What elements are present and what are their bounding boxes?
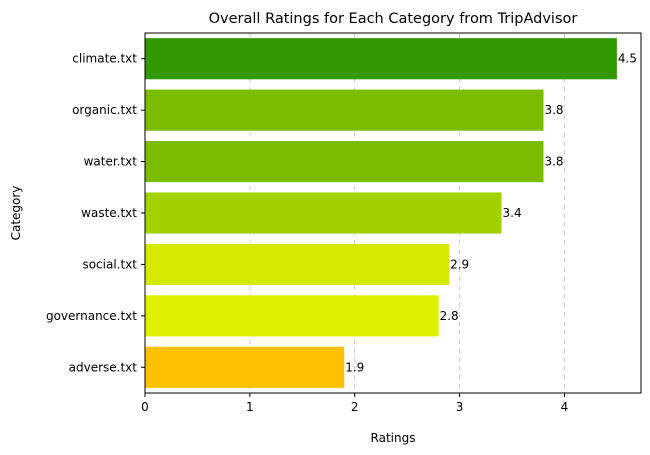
data-label: 3.4 — [503, 206, 522, 220]
bar-governance — [145, 295, 439, 337]
bar-organic — [145, 89, 544, 131]
data-label: 3.8 — [544, 103, 563, 117]
bar-water — [145, 141, 544, 183]
bar-waste — [145, 192, 502, 234]
x-tick-label: 2 — [351, 400, 359, 414]
x-tick-label: 1 — [246, 400, 254, 414]
bar-climate — [145, 38, 617, 80]
chart-title: Overall Ratings for Each Category from T… — [209, 11, 578, 27]
x-tick-label: 3 — [456, 400, 464, 414]
x-axis-ticks: 0 1 2 3 4 — [141, 393, 568, 414]
x-tick-label: 4 — [561, 400, 569, 414]
y-axis-label: Category — [9, 186, 23, 241]
bars — [145, 38, 617, 388]
y-tick-label: waste.txt — [81, 206, 137, 220]
y-tick-label: climate.txt — [72, 52, 137, 66]
data-label: 2.8 — [440, 309, 459, 323]
y-tick-label: organic.txt — [72, 103, 137, 117]
y-axis-ticks: adverse.txt governance.txt social.txt waste… — [46, 52, 145, 374]
bar-adverse — [145, 346, 345, 388]
data-label: 4.5 — [618, 52, 637, 66]
x-axis-label: Ratings — [371, 431, 416, 445]
y-tick-label: social.txt — [82, 257, 137, 271]
data-labels: 1.9 2.8 2.9 3.4 3.8 3.8 4.5 — [345, 52, 637, 375]
data-label: 3.8 — [544, 155, 563, 169]
y-tick-label: governance.txt — [46, 309, 137, 323]
x-tick-label: 0 — [141, 400, 149, 414]
y-tick-label: water.txt — [84, 155, 138, 169]
data-label: 2.9 — [450, 257, 469, 271]
data-label: 1.9 — [345, 360, 364, 374]
bar-social — [145, 243, 450, 285]
y-tick-label: adverse.txt — [69, 360, 138, 374]
